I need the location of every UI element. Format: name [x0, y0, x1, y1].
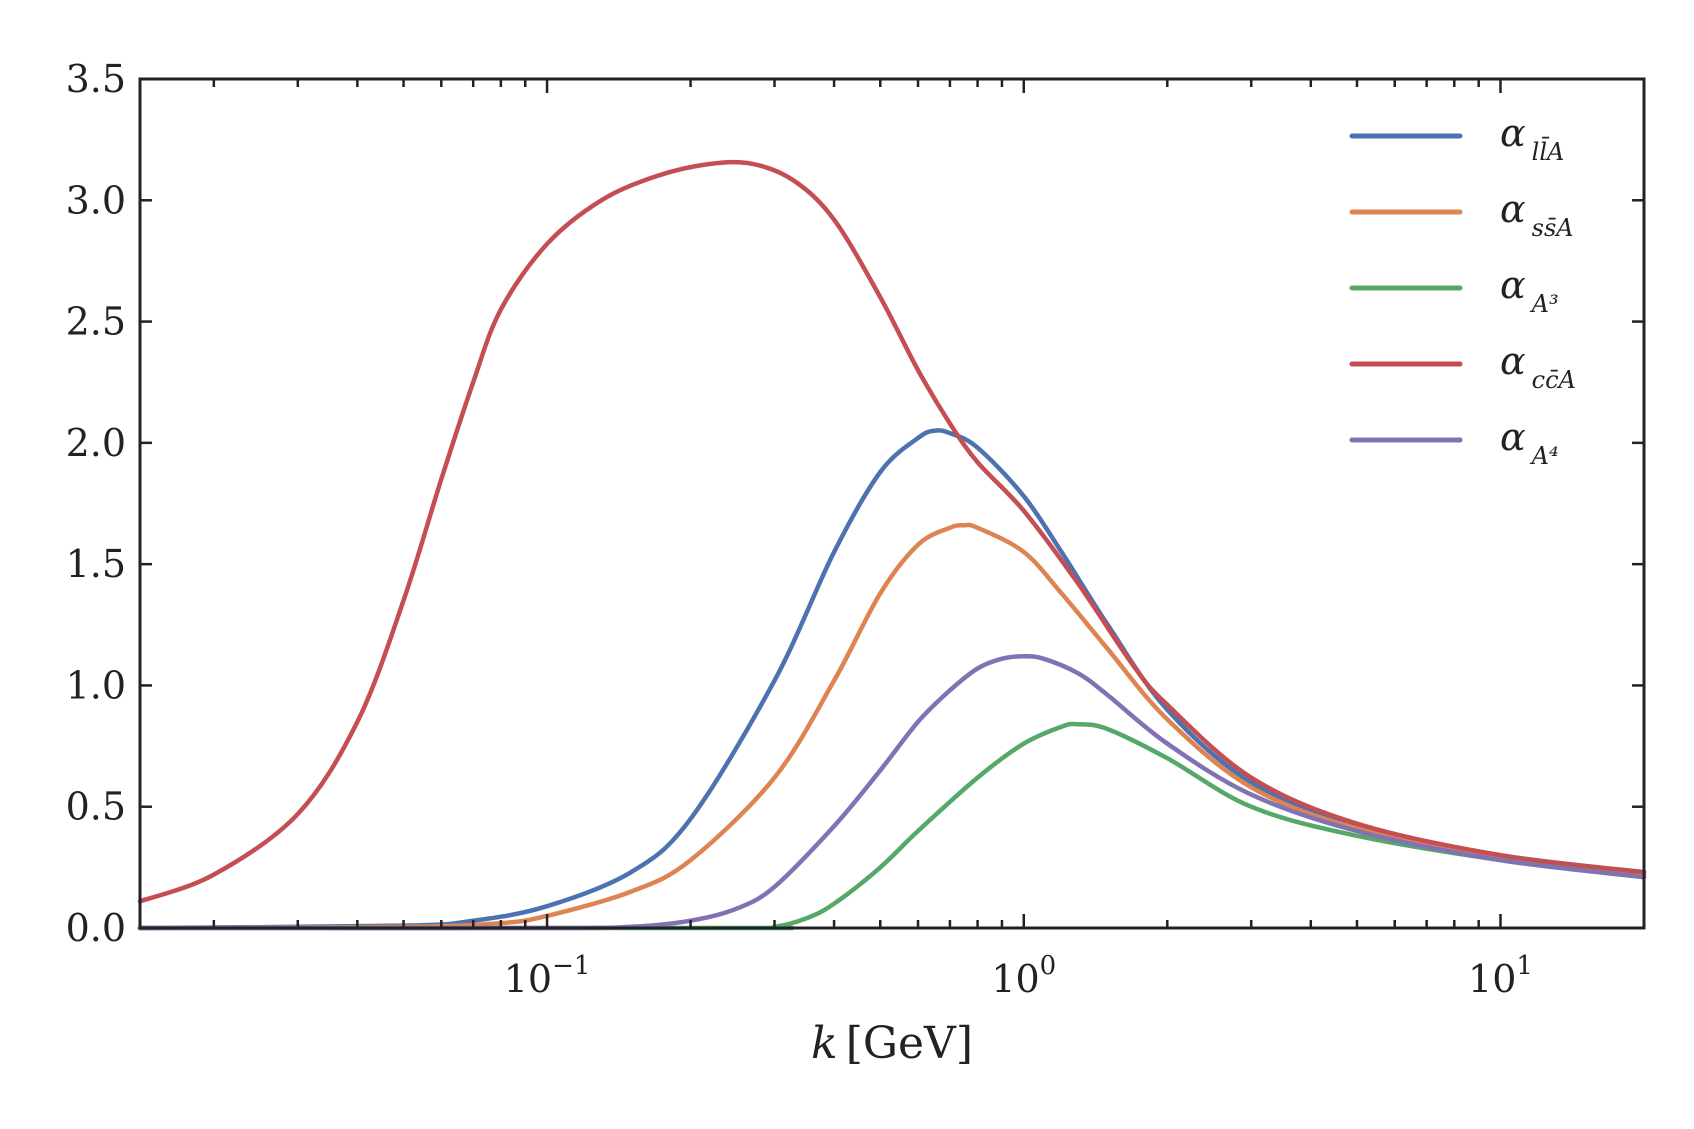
y-tick-label: 1.0	[66, 663, 126, 707]
x-tick-label: 10−1	[504, 951, 591, 1001]
x-tick-base: 10	[504, 957, 552, 1001]
legend-greek: α	[1500, 187, 1526, 231]
plot-frame	[138, 77, 1646, 930]
legend-subscript: cc̄A	[1532, 366, 1576, 394]
legend-subscript: ss̄A	[1532, 214, 1574, 242]
legend-subscript: ll̄A	[1532, 137, 1565, 166]
x-tick-base: 10	[1468, 957, 1516, 1001]
x-tick-base: 10	[991, 957, 1039, 1001]
x-axis-var: k	[811, 1018, 838, 1069]
y-tick-label: 3.0	[66, 178, 126, 222]
y-tick-label: 1.5	[66, 542, 126, 586]
legend-greek: α	[1500, 111, 1526, 155]
legend-subscript: A³	[1530, 290, 1559, 318]
y-tick-label: 0.5	[66, 785, 126, 829]
x-tick-exponent: 1	[1516, 951, 1533, 981]
series-line-4	[137, 654, 1647, 931]
legend-label-4: α A⁴	[1500, 415, 1559, 470]
ticks-layer	[140, 77, 1646, 930]
legend-greek: α	[1500, 263, 1526, 307]
legend-label-3: α cc̄A	[1500, 339, 1576, 394]
series-line-1	[137, 522, 1647, 931]
legend-greek: α	[1500, 415, 1526, 459]
y-tick-label: 3.5	[66, 57, 126, 101]
series-line-3	[137, 159, 1647, 904]
legend-subscript: A⁴	[1530, 442, 1559, 470]
labels-layer: 0.00.51.01.52.02.53.03.510−1 100 101	[66, 57, 1533, 1001]
y-tick-label: 2.0	[66, 421, 126, 465]
y-tick-label: 0.0	[66, 906, 126, 950]
legend: α ll̄Aα ss̄Aα A³α cc̄Aα A⁴	[1349, 111, 1576, 470]
x-tick-exponent: −1	[552, 951, 590, 981]
legend-label-2: α A³	[1500, 263, 1559, 318]
x-tick-label: 100	[991, 951, 1056, 1001]
legend-label-1: α ss̄A	[1500, 187, 1574, 242]
legend-greek: α	[1500, 339, 1526, 383]
x-tick-exponent: 0	[1040, 951, 1057, 981]
series-line-0	[137, 428, 1647, 931]
x-tick-label: 101	[1468, 951, 1533, 1001]
y-tick-label: 2.5	[66, 300, 126, 344]
series-layer	[137, 159, 1647, 931]
legend-label-0: α ll̄A	[1500, 111, 1564, 166]
x-axis-title: k [GeV]	[811, 1018, 973, 1069]
x-axis-unit: [GeV]	[846, 1018, 973, 1069]
